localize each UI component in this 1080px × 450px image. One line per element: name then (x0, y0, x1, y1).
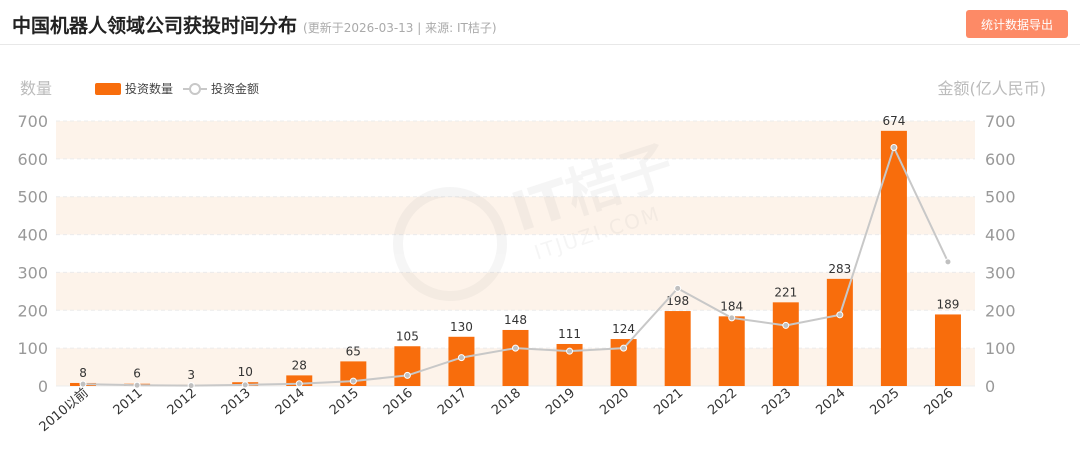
y-tick-right: 600 (985, 150, 1016, 169)
y-tick-left: 100 (17, 339, 48, 358)
amount-point (512, 344, 519, 352)
x-tick-label: 2018 (489, 386, 524, 419)
y-tick-left: 0 (38, 377, 48, 396)
x-tick-label: 2020 (597, 386, 632, 419)
y-tick-right: 200 (985, 301, 1016, 320)
x-tick-label: 2013 (219, 386, 254, 419)
bar (826, 278, 853, 386)
x-tick-label: 2015 (327, 386, 362, 419)
x-tick-label: 2016 (381, 386, 416, 419)
bar-value-label: 3 (187, 368, 195, 382)
x-tick-label: 2023 (759, 386, 794, 419)
x-tick-label: 2012 (165, 386, 200, 419)
bar-value-label: 28 (292, 358, 307, 372)
y-tick-left: 600 (17, 150, 48, 169)
bar-value-label: 198 (666, 294, 689, 308)
bar-value-label: 105 (396, 329, 419, 343)
bar-value-label: 6 (133, 367, 141, 381)
x-tick-label: 2025 (867, 386, 902, 419)
y-tick-right: 400 (985, 226, 1016, 245)
amount-point (187, 382, 195, 390)
bar (502, 329, 529, 386)
grid-band (56, 272, 975, 311)
amount-point (836, 311, 844, 319)
page-title: 中国机器人领域公司获投时间分布 (更新于2026-03-13 | 来源: IT桔子… (12, 11, 497, 38)
y-axis-left-title: 数量 (20, 79, 52, 98)
y-tick-right: 300 (985, 263, 1016, 282)
amount-point (728, 314, 736, 322)
x-tick-label: 2021 (651, 386, 686, 419)
amount-point (457, 354, 465, 362)
bar-value-label: 65 (346, 344, 361, 358)
y-tick-right: 700 (985, 112, 1016, 131)
y-tick-left: 300 (17, 263, 48, 282)
bar-value-label: 674 (882, 114, 905, 128)
amount-point (133, 381, 141, 389)
x-tick-label: 2019 (543, 386, 578, 419)
export-data-button[interactable]: 统计数据导出 (966, 10, 1068, 38)
x-tick-label: 2017 (435, 386, 470, 419)
amount-point (620, 344, 628, 352)
bar-value-label: 130 (450, 320, 473, 334)
bar-value-label: 283 (828, 262, 851, 276)
amount-point (566, 347, 574, 355)
bar (934, 314, 961, 386)
bar-value-label: 189 (937, 297, 960, 311)
y-tick-left: 700 (17, 112, 48, 131)
bar-value-label: 124 (612, 322, 635, 336)
bar-value-label: 111 (558, 327, 581, 341)
amount-point (295, 380, 303, 388)
legend-bar-label: 投资数量 (125, 81, 173, 96)
amount-point (782, 321, 790, 329)
x-tick-label: 2024 (813, 386, 848, 419)
bar-value-label: 148 (504, 313, 527, 327)
amount-point (403, 371, 411, 379)
y-axis-right-title: 金额(亿人民币) (938, 79, 1047, 98)
bar (394, 346, 421, 386)
bar (718, 316, 745, 386)
amount-point (674, 284, 682, 292)
y-tick-left: 400 (17, 226, 48, 245)
y-tick-left: 500 (17, 188, 48, 207)
amount-point (890, 144, 898, 151)
subtitle-text: (更新于2026-03-13 | 来源: IT桔子) (303, 21, 497, 35)
bar-value-label: 8 (79, 366, 87, 380)
legend-bar-swatch (95, 83, 121, 95)
bar-value-label: 10 (238, 365, 253, 379)
amount-point (79, 380, 87, 388)
grid-band (56, 196, 975, 235)
bar-value-label: 221 (774, 285, 797, 299)
x-tick-label: 2026 (922, 386, 957, 419)
amount-point (241, 381, 249, 389)
title-text: 中国机器人领域公司获投时间分布 (12, 15, 298, 37)
y-tick-left: 200 (17, 301, 48, 320)
bar (880, 130, 907, 386)
x-tick-label: 2014 (273, 386, 308, 419)
legend-line-label: 投资金额 (211, 81, 259, 96)
y-tick-right: 100 (985, 339, 1016, 358)
bar-value-label: 184 (720, 299, 743, 313)
x-tick-label: 2022 (705, 386, 740, 419)
amount-point (944, 258, 952, 266)
grid-band (56, 121, 975, 159)
y-tick-right: 0 (985, 377, 995, 396)
bar (664, 311, 691, 386)
bar (772, 302, 799, 386)
amount-point (349, 377, 357, 385)
chart-header: 中国机器人领域公司获投时间分布 (更新于2026-03-13 | 来源: IT桔子… (0, 0, 1080, 45)
x-tick-label: 2011 (111, 386, 146, 419)
legend-line-marker (189, 83, 201, 95)
y-tick-right: 500 (985, 188, 1016, 207)
